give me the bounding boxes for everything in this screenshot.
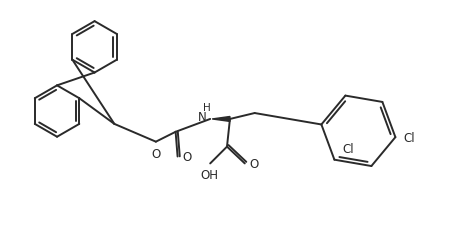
Text: O: O xyxy=(249,157,258,170)
Text: Cl: Cl xyxy=(341,142,353,155)
Text: Cl: Cl xyxy=(402,131,414,144)
Text: O: O xyxy=(182,150,191,163)
Text: H: H xyxy=(203,103,211,112)
Text: OH: OH xyxy=(200,169,218,182)
Text: O: O xyxy=(151,147,160,160)
Polygon shape xyxy=(212,117,230,122)
Text: N: N xyxy=(198,111,206,124)
